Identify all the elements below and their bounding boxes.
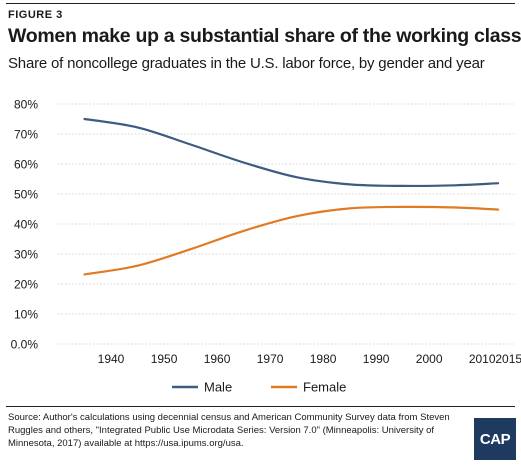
legend-label-female: Female	[303, 380, 346, 395]
x-tick-label: 1960	[204, 352, 231, 366]
x-tick-label: 1990	[363, 352, 390, 366]
x-tick-label: 1970	[257, 352, 284, 366]
chart-title: Women make up a substantial share of the…	[8, 25, 521, 47]
y-axis-tick-labels: 0.0% 10% 20% 30% 40% 50% 60% 70% 80%	[11, 98, 39, 352]
source-note: Source: Author's calculations using dece…	[8, 412, 450, 449]
x-tick-label: 1950	[151, 352, 178, 366]
legend-label-male: Male	[204, 380, 232, 395]
y-tick-label: 70%	[14, 128, 38, 142]
y-tick-label: 0.0%	[11, 338, 39, 352]
x-tick-label: 1980	[310, 352, 337, 366]
figure-label: FIGURE 3	[8, 9, 63, 21]
grid-lines	[58, 103, 514, 345]
x-tick-label: 1940	[98, 352, 125, 366]
y-tick-label: 60%	[14, 158, 38, 172]
x-tick-label: 2010	[469, 352, 496, 366]
y-tick-label: 40%	[14, 218, 38, 232]
bottom-rule	[6, 406, 515, 407]
top-rule	[6, 3, 515, 4]
cap-logo: CAP	[474, 418, 516, 460]
series-line-female	[83, 205, 500, 276]
line-chart: 0.0% 10% 20% 30% 40% 50% 60% 70% 80% 1940 1950 196…	[11, 98, 521, 395]
x-axis-tick-labels: 1940 1950 1960 1970 1980 1990 2000 2010 2015	[98, 352, 521, 366]
y-tick-label: 50%	[14, 188, 38, 202]
legend: Male Female	[172, 380, 346, 395]
y-tick-label: 80%	[14, 98, 38, 112]
y-tick-label: 10%	[14, 308, 38, 322]
y-tick-label: 20%	[14, 278, 38, 292]
chart-subtitle: Share of noncollege graduates in the U.S…	[8, 55, 485, 72]
series-line-male	[83, 117, 500, 188]
x-tick-label: 2015	[495, 352, 521, 366]
x-tick-label: 2000	[416, 352, 443, 366]
y-tick-label: 30%	[14, 248, 38, 262]
series-lines	[83, 117, 500, 276]
